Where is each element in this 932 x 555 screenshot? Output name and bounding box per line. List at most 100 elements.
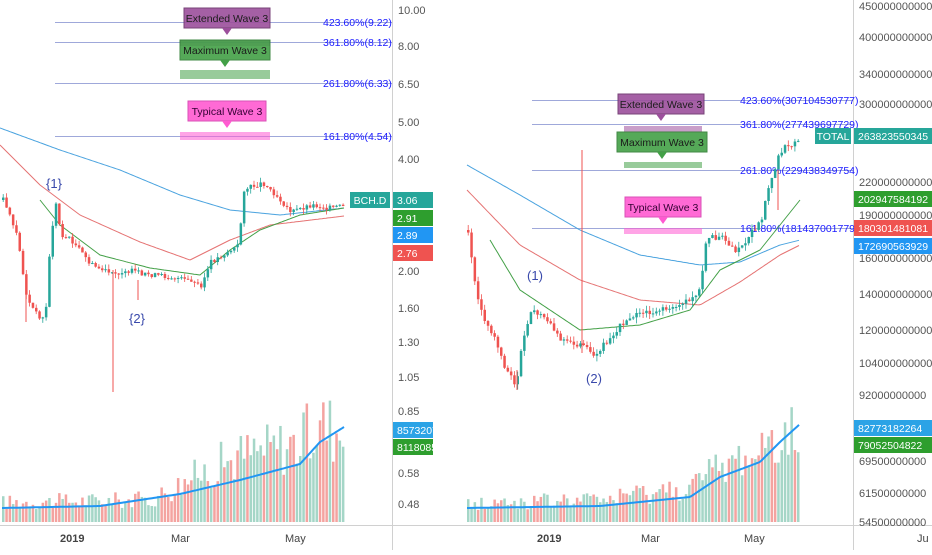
volume-bar [559,501,562,522]
candle-body [229,250,233,253]
volume-bar [773,462,777,522]
candle-body [727,240,731,246]
candle-body [790,146,793,148]
candle-body [101,268,104,271]
volume-bar [760,432,764,522]
volume-bar [536,501,539,522]
candle-body [691,297,694,302]
volume-bar [84,505,87,522]
y-tick-label: 1.30 [398,337,419,349]
y-tick-label: 160000000000 [859,253,932,265]
wave-callout-label: Maximum Wave 3 [183,45,267,57]
candle-body [176,277,180,279]
y-tick-label: 400000000000 [859,32,932,44]
candle-body [186,278,190,280]
candle-body [295,208,299,210]
price-badge-value: 263823550345 [858,131,928,143]
candle-body [506,367,510,372]
volume-bar [661,484,665,522]
volume-bar [183,479,186,522]
candle-body [559,333,562,341]
volume-bar [648,503,651,522]
candle-body [688,299,691,302]
candle-body [77,245,81,248]
target-zone [180,132,270,140]
volume-bar [754,459,757,522]
candle-body [275,195,279,197]
candle-body [163,274,167,278]
volume-bar [176,478,180,522]
volume-bar [236,450,239,522]
candle-body [249,184,252,189]
candle-body [266,186,269,188]
volume-bar [701,480,704,522]
candle-body [170,278,173,280]
volume-bar [312,452,315,522]
candle-body [473,257,477,282]
fib-level-label: 161.80%(181437001779) [740,223,859,235]
candle-body [622,323,625,325]
candle-body [308,205,312,208]
candle-body [61,224,64,238]
volume-bar [470,508,473,522]
candle-body [259,182,262,187]
candle-body [783,145,787,153]
y-tick-label: 220000000000 [859,177,932,189]
candle-body [671,307,675,309]
candle-body [632,317,635,319]
wave-callout-pointer [657,152,667,159]
volume-bar [731,455,734,522]
wave-label: {1} [46,176,63,191]
candle-body [747,237,750,244]
wave-callout-pointer [222,121,232,128]
candle-body [612,335,615,339]
candle-body [216,257,219,262]
volume-bar [671,496,675,522]
y-tick-label: 140000000000 [859,289,932,301]
x-tick-label: May [744,533,765,545]
symbol-badge [815,128,851,144]
volume-bar [51,507,54,522]
volume-badge-value: 81180857665 [397,442,461,454]
wave-callout-label: Extended Wave 3 [620,99,703,111]
candle-body [15,225,18,233]
candle-body [84,252,87,258]
volume-bar [592,494,595,522]
price-badge [854,191,932,207]
candle-body [589,347,592,352]
wave-callout-pointer [656,114,666,121]
candle-body [572,341,576,345]
volume-bar [655,492,658,522]
volume-bar [157,495,160,522]
candle-body [213,259,216,262]
price-badge [393,245,433,261]
volume-bar [783,422,787,522]
volume-bar [216,481,219,522]
candle-body [678,305,681,307]
volume-bar [467,499,470,522]
volume-bar [61,498,64,522]
candle-body [711,235,714,238]
candle-body [272,189,276,196]
volume-bar [589,496,592,522]
volume-bar [97,500,101,522]
volume-bar [252,438,256,522]
y-tick-label: 300000000000 [859,99,932,111]
candle-body [665,307,668,310]
candle-body [315,204,318,208]
candle-body [549,321,552,324]
candle-body [546,317,549,322]
candle-body [740,245,744,248]
candle-body [773,169,777,178]
volume-bar [104,505,107,522]
wave-callout-pointer [222,28,232,35]
candle-body [58,203,61,225]
wave-label: {2} [129,311,146,326]
volume-bar [635,485,638,522]
y-tick-label: 340000000000 [859,69,932,81]
candle-body [467,230,470,233]
volume-bar [691,478,694,522]
symbol-badge-label: TOTAL [817,131,850,143]
volume-bar [688,484,691,522]
